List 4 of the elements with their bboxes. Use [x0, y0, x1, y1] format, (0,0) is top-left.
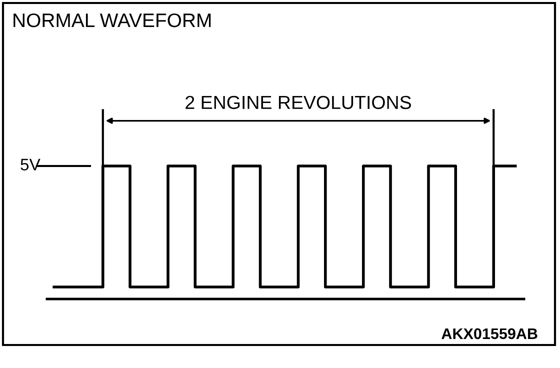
text: AKX01559AB [442, 328, 538, 340]
text: 5V [20, 158, 40, 170]
text: 2 ENGINE REVOLUTIONS [186, 96, 411, 110]
chart-title: NORMAL WAVEFORM [14, 13, 211, 28]
